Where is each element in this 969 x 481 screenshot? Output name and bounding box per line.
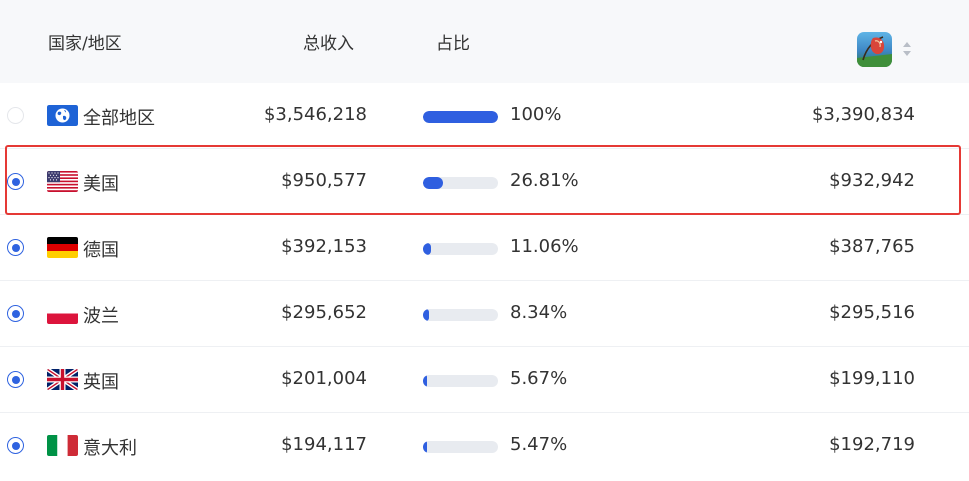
share-percent: 5.67%	[510, 368, 568, 389]
row-radio[interactable]	[7, 305, 24, 322]
total-revenue: $194,117	[281, 434, 367, 455]
de-flag-icon	[47, 237, 78, 258]
globe-icon	[47, 105, 78, 126]
app-revenue: $3,390,834	[811, 104, 915, 125]
row-radio[interactable]	[7, 107, 24, 124]
share-bar	[423, 309, 498, 321]
app-revenue: $295,516	[829, 302, 915, 323]
column-header-share[interactable]: 占比	[436, 34, 470, 54]
row-radio[interactable]	[7, 371, 24, 388]
share-bar	[423, 177, 498, 189]
pl-flag-icon	[47, 303, 78, 324]
share-bar-fill	[423, 375, 428, 387]
share-bar-fill	[423, 441, 428, 453]
row-radio[interactable]	[7, 173, 24, 190]
table-row[interactable]: 德国 $392,153 11.06% $387,765	[0, 215, 969, 281]
table-row[interactable]: 波兰 $295,652 8.34% $295,516	[0, 281, 969, 347]
share-bar-fill	[423, 309, 430, 321]
us-flag-icon	[47, 171, 78, 192]
share-bar	[423, 243, 498, 255]
row-divider	[0, 280, 969, 281]
country-name: 英国	[83, 372, 119, 393]
app-revenue: $199,110	[829, 368, 915, 389]
table-row[interactable]: 美国 $950,577 26.81% $932,942	[0, 149, 969, 215]
share-percent: 26.81%	[510, 170, 579, 191]
share-bar	[423, 111, 498, 123]
row-divider	[0, 412, 969, 413]
share-percent: 5.47%	[510, 434, 568, 455]
share-bar-fill	[423, 243, 432, 255]
country-name: 意大利	[83, 438, 137, 459]
share-bar-fill	[423, 111, 498, 123]
it-flag-icon	[47, 435, 78, 456]
gb-flag-icon	[47, 369, 78, 390]
total-revenue: $3,546,218	[263, 104, 367, 125]
fishing-game-app-icon[interactable]	[857, 32, 892, 67]
share-percent: 8.34%	[510, 302, 568, 323]
table-row[interactable]: 意大利 $194,117 5.47% $192,719	[0, 413, 969, 479]
total-revenue: $201,004	[281, 368, 367, 389]
row-divider	[0, 148, 969, 149]
table-header: 国家/地区 总收入 占比	[0, 0, 969, 83]
country-name: 德国	[83, 240, 119, 261]
share-bar	[423, 441, 498, 453]
sort-icon[interactable]	[901, 40, 913, 58]
row-divider	[0, 346, 969, 347]
app-revenue: $932,942	[829, 170, 915, 191]
table-row[interactable]: 英国 $201,004 5.67% $199,110	[0, 347, 969, 413]
app-revenue: $387,765	[829, 236, 915, 257]
country-name: 美国	[83, 174, 119, 195]
row-radio[interactable]	[7, 437, 24, 454]
share-bar-fill	[423, 177, 444, 189]
column-header-total-revenue[interactable]: 总收入	[303, 34, 354, 54]
share-percent: 100%	[510, 104, 562, 125]
total-revenue: $295,652	[281, 302, 367, 323]
app-revenue: $192,719	[829, 434, 915, 455]
total-revenue: $392,153	[281, 236, 367, 257]
country-name: 波兰	[83, 306, 119, 327]
country-name: 全部地区	[83, 108, 155, 129]
share-percent: 11.06%	[510, 236, 579, 257]
share-bar	[423, 375, 498, 387]
table-row[interactable]: 全部地区 $3,546,218 100% $3,390,834	[0, 83, 969, 149]
row-radio[interactable]	[7, 239, 24, 256]
total-revenue: $950,577	[281, 170, 367, 191]
column-header-country[interactable]: 国家/地区	[48, 34, 122, 54]
